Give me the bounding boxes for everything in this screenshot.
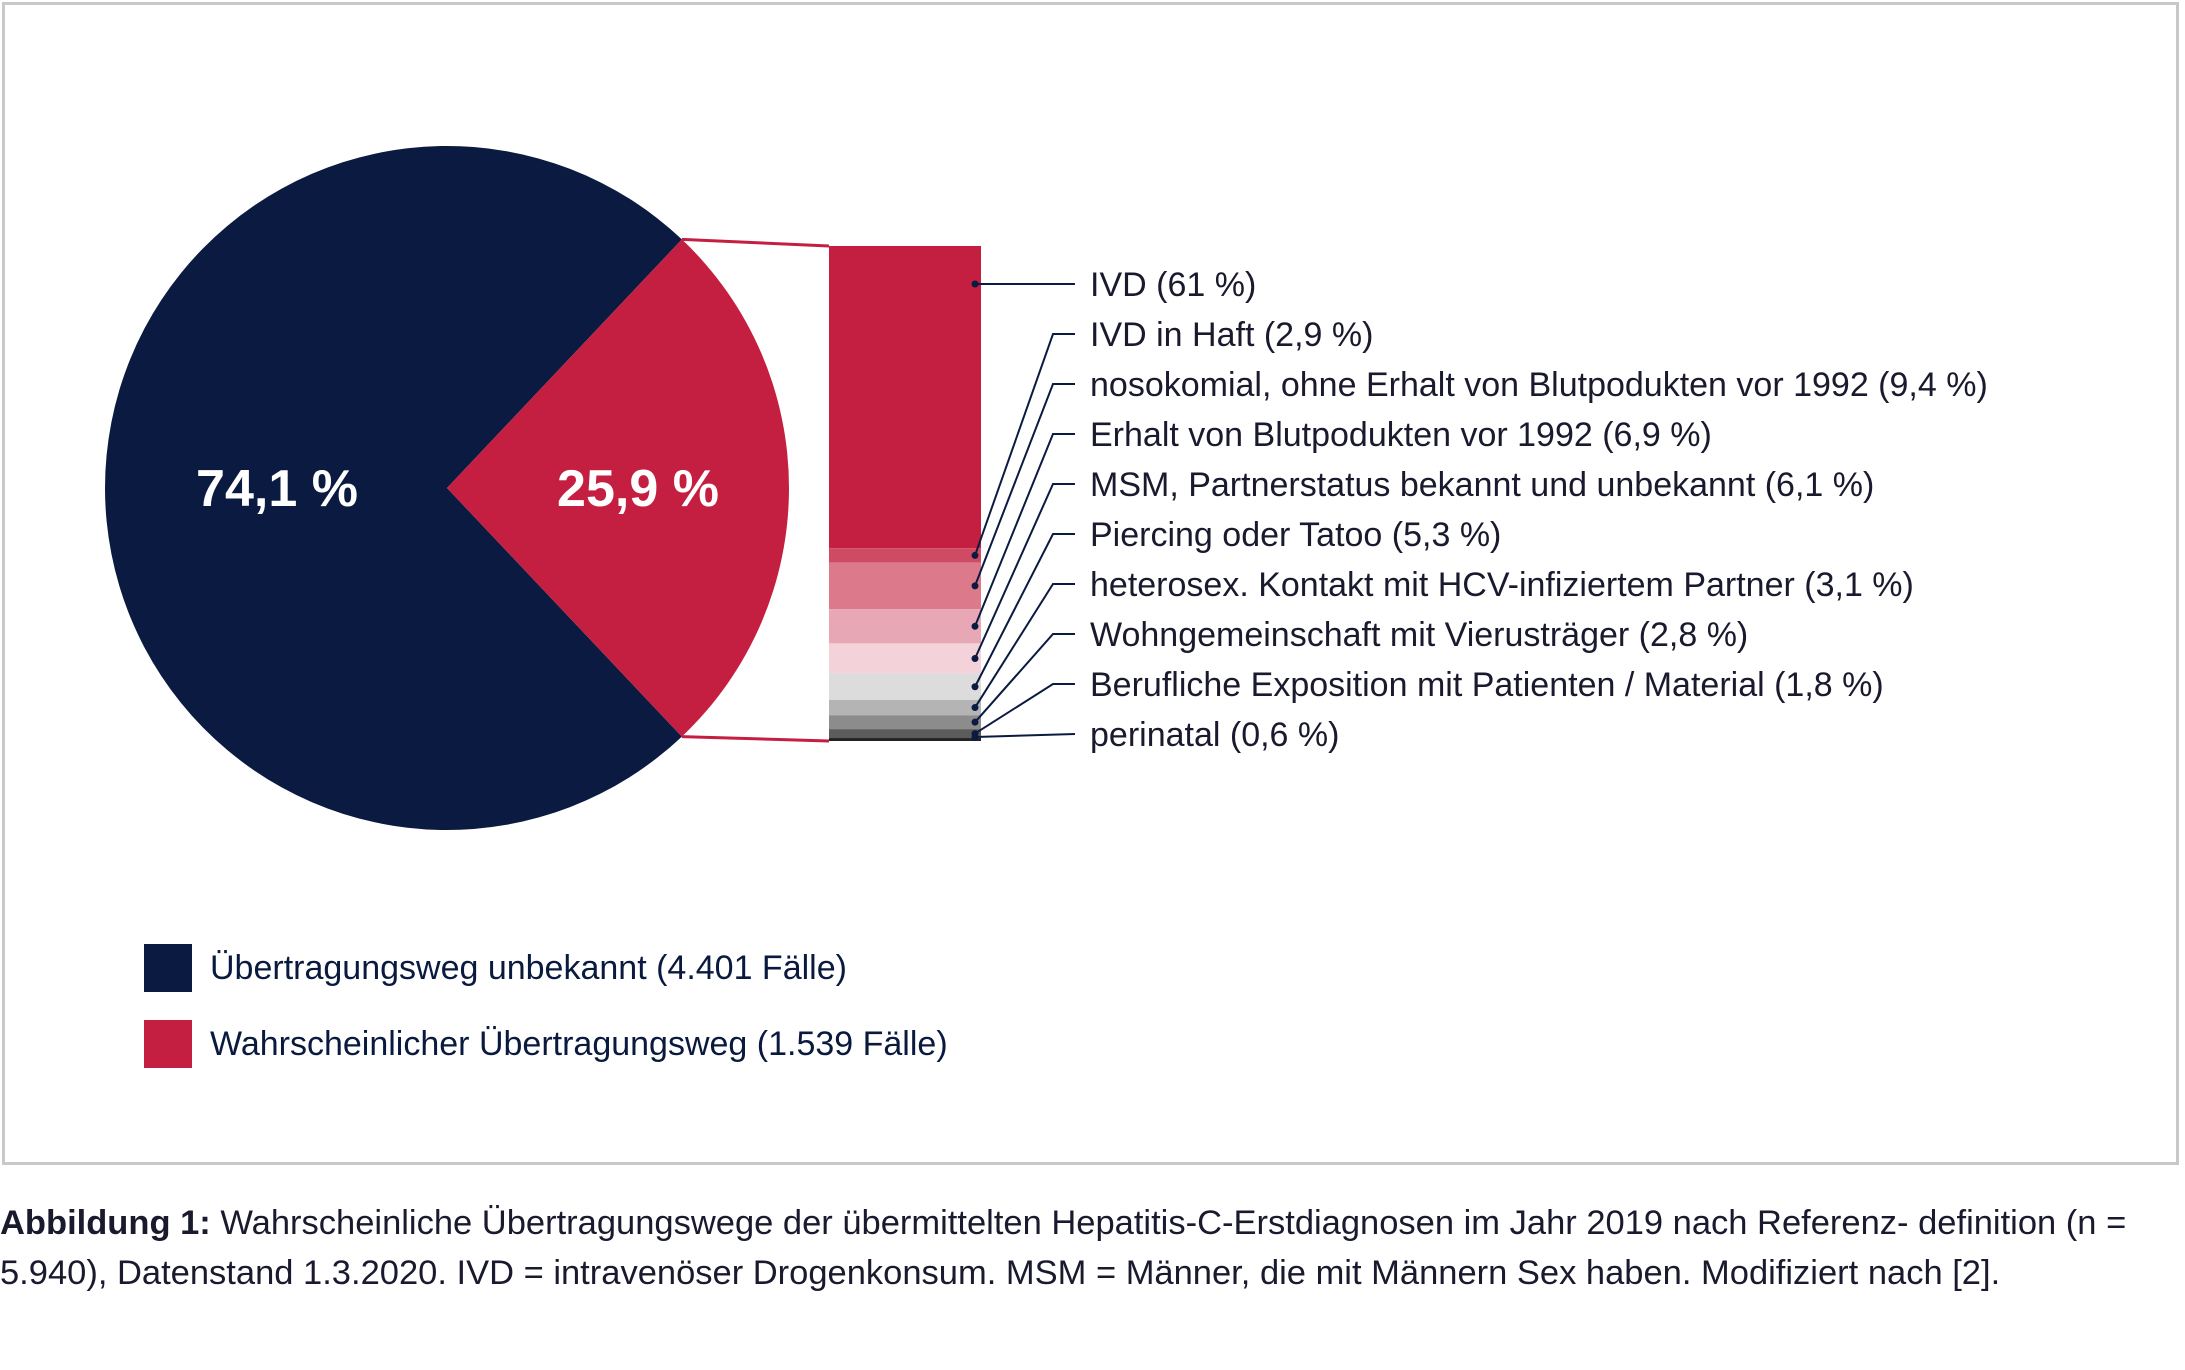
leader-line-2	[974, 383, 1075, 587]
bar-segment-5	[829, 673, 981, 700]
pie-to-bar-connectors	[681, 237, 830, 743]
breakdown-label-4: MSM, Partnerstatus bekannt und unbekannt…	[1090, 466, 1874, 504]
bar-segment-3	[829, 609, 981, 644]
breakdown-label-3: Erhalt von Blutpodukten vor 1992 (6,9 %)	[1090, 416, 1712, 454]
breakdown-label-2: nosokomial, ohne Erhalt von Blutpodukten…	[1090, 366, 1988, 404]
breakdown-label-0: IVD (61 %)	[1090, 266, 1256, 304]
leader-lines	[971, 280, 1076, 741]
legend-item-probable: Wahrscheinlicher Übertragungsweg (1.539 …	[144, 1020, 948, 1068]
legend-label-probable: Wahrscheinlicher Übertragungsweg (1.539 …	[210, 1024, 948, 1063]
leader-line-4	[974, 483, 1075, 659]
leader-line-3	[974, 433, 1075, 627]
leader-line-5	[974, 533, 1075, 688]
bar-segment-2	[829, 562, 981, 610]
leader-line-6	[974, 583, 1075, 709]
bar-segment-8	[829, 729, 981, 739]
pie-label-unknown: 74,1 %	[196, 460, 358, 518]
leader-line-1	[974, 333, 1075, 556]
leader-line-7	[974, 633, 1075, 723]
breakdown-labels: IVD (61 %) IVD in Haft (2,9 %) nosokomial,…	[1090, 266, 1988, 754]
breakdown-label-8: Berufliche Exposition mit Patienten / Ma…	[1090, 666, 1884, 704]
figure-caption: Abbildung 1: Wahrscheinliche Übertragung…	[0, 1198, 2180, 1298]
breakdown-label-9: perinatal (0,6 %)	[1090, 716, 1339, 754]
pie-slice-probable	[447, 239, 789, 737]
connector-top	[681, 237, 830, 248]
bar-segment-4	[829, 643, 981, 674]
pie: 74,1 % 25,9 %	[105, 146, 789, 831]
breakdown-label-7: Wohngemeinschaft mit Vierusträger (2,8 %…	[1090, 616, 1748, 654]
pie-label-probable: 25,9 %	[557, 460, 719, 518]
bar-segment-6	[829, 699, 981, 716]
bar-segment-9	[829, 738, 981, 741]
breakdown-label-5: Piercing oder Tatoo (5,3 %)	[1090, 516, 1501, 554]
legend-swatch-unknown	[144, 944, 192, 992]
pie-slice-unknown	[105, 146, 682, 831]
legend-label-unknown: Übertragungsweg unbekannt (4.401 Fälle)	[210, 948, 847, 987]
legend-swatch-probable	[144, 1020, 192, 1068]
leader-line-9	[974, 733, 1076, 738]
bar-segment-7	[829, 715, 981, 730]
caption-label: Abbildung 1:	[0, 1204, 211, 1242]
legend-item-unknown: Übertragungsweg unbekannt (4.401 Fälle)	[144, 944, 847, 992]
caption-text: Wahrscheinliche Übertragungswege der übe…	[0, 1204, 2127, 1292]
breakdown-label-6: heterosex. Kontakt mit HCV-infiziertem P…	[1090, 566, 1914, 604]
bar-segment-1	[829, 548, 981, 563]
breakdown-bar	[829, 246, 981, 741]
leader-line-8	[974, 683, 1075, 735]
breakdown-label-1: IVD in Haft (2,9 %)	[1090, 316, 1373, 354]
connector-bottom	[681, 735, 830, 743]
bar-segment-0	[829, 246, 981, 549]
